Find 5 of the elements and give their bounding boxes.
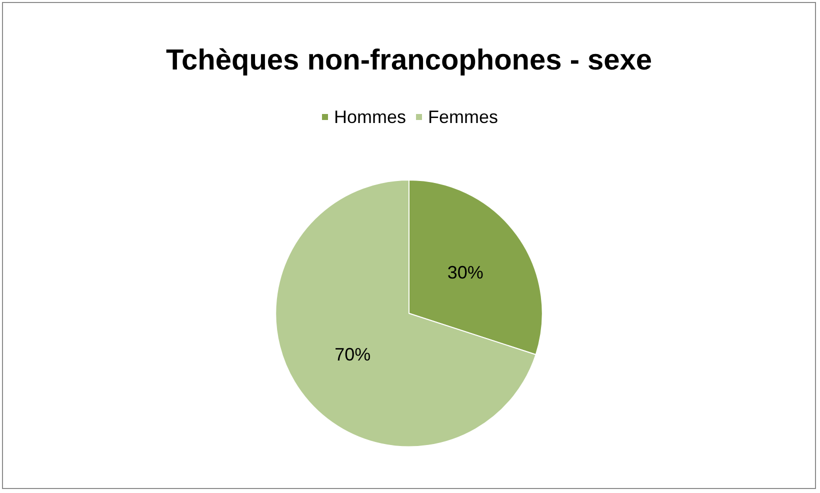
data-label: 70% bbox=[334, 344, 371, 364]
data-label: 30% bbox=[447, 262, 484, 282]
legend-label: Hommes bbox=[334, 107, 406, 127]
chart-title: Tchèques non-francophones - sexe bbox=[166, 44, 652, 76]
legend-label: Femmes bbox=[428, 107, 498, 127]
